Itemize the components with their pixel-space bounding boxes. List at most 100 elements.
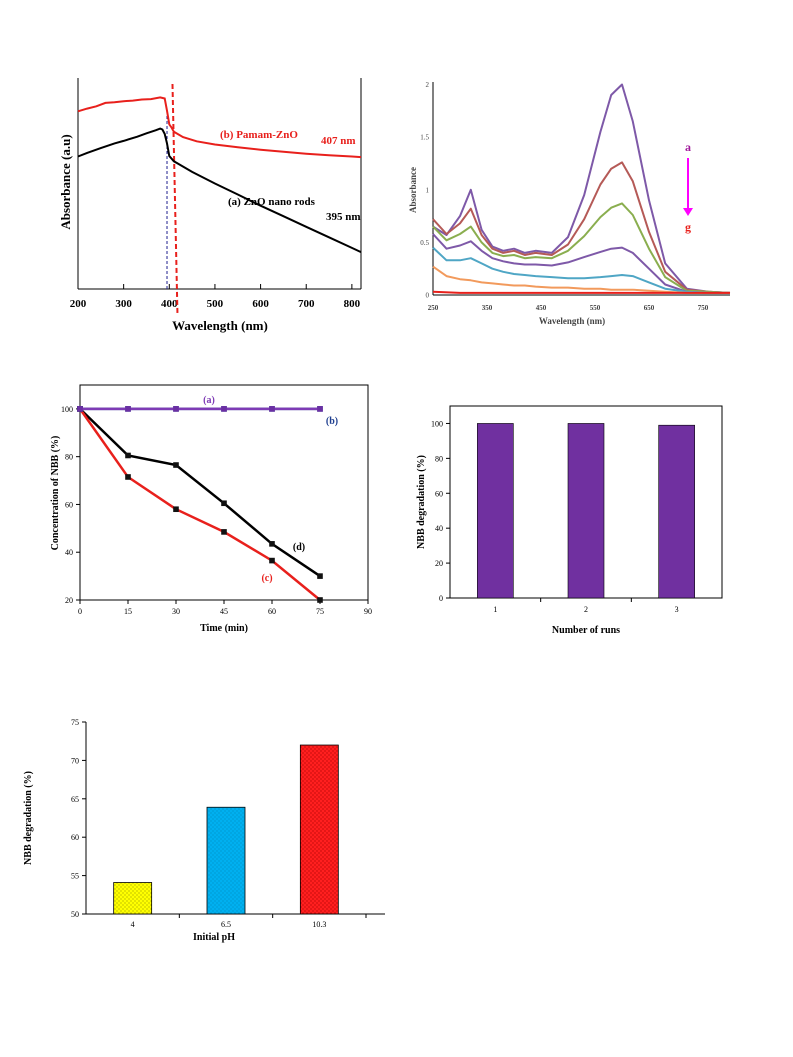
y-tick-label: 40 <box>65 548 73 557</box>
x-tick-label: 700 <box>298 298 315 310</box>
data-point <box>317 597 323 603</box>
x-tick-label: 550 <box>590 304 601 312</box>
series-line-1 <box>77 127 362 254</box>
x-tick-label: 90 <box>364 607 372 616</box>
series-label-d: (d) <box>293 542 305 553</box>
absorbance-svg: 200 300 400 500 600 700 800 (b) Pamam-ZnO 407 … <box>58 78 362 333</box>
data-point <box>317 573 323 579</box>
y-axis-label: Absorbance <box>408 167 418 213</box>
y-tick-label: 20 <box>65 596 73 605</box>
series-label-zno: (a) ZnO nano rods <box>228 196 316 208</box>
x-tick-label: 15 <box>124 607 132 616</box>
bar-ph-10.3 <box>299 744 339 915</box>
data-point <box>269 557 275 564</box>
x-tick-label: 6.5 <box>221 920 231 929</box>
x-tick-label: 350 <box>482 304 493 312</box>
data-point <box>125 406 131 412</box>
x-tick-label: 450 <box>536 304 547 312</box>
x-tick-label: 2 <box>584 605 588 614</box>
x-tick-label: 0 <box>78 607 82 616</box>
x-tick-label: 10.3 <box>312 920 326 929</box>
spectrum-line-1 <box>432 161 731 294</box>
series-line-(c) <box>78 408 321 601</box>
series-label-a: (a) <box>203 395 215 406</box>
annotation-407: 407 nm <box>321 135 356 147</box>
y-axis-label: Concentration of NBB (%) <box>50 436 61 551</box>
spectrum-line-2 <box>432 202 731 294</box>
data-point <box>173 506 179 513</box>
x-tick-label: 200 <box>70 298 87 310</box>
y-tick-label: 80 <box>435 454 443 463</box>
y-tick-label: 100 <box>61 405 73 414</box>
y-tick-label: 0 <box>439 594 443 603</box>
vertical-marker-407 <box>171 83 179 316</box>
data-point <box>221 500 227 507</box>
x-tick-label: 400 <box>161 298 178 310</box>
x-tick-label: 1 <box>493 605 497 614</box>
y-tick-label: 65 <box>71 795 79 804</box>
x-axis-label: Time (min) <box>200 623 248 634</box>
y-tick-label: 20 <box>435 559 443 568</box>
spectrum-line-4 <box>432 246 730 294</box>
x-axis-label: Wavelength (nm) <box>172 318 268 333</box>
x-tick-label: 600 <box>252 298 269 310</box>
bar-run-2 <box>567 423 605 599</box>
x-tick-label: 75 <box>316 607 324 616</box>
x-tick-label: 800 <box>344 298 361 310</box>
y-axis-label: NBB degradation (%) <box>23 771 34 865</box>
series-line-(d) <box>79 408 321 578</box>
spectrum-line-3 <box>432 233 730 294</box>
data-point <box>269 406 275 412</box>
y-tick-label: 55 <box>71 872 79 881</box>
x-tick-label: 750 <box>698 304 709 312</box>
absorbance-series-chart: 250 350 450 550 650 750 0 0.5 1 1.5 2 a g Waveleng… <box>400 70 745 340</box>
x-tick-label: 3 <box>675 605 679 614</box>
concentration-time-chart: 0 15 30 45 60 75 90 20 40 60 80 100 (a) (b) (d) (c)… <box>40 378 385 643</box>
y-tick-label: 100 <box>431 419 443 428</box>
concentration-time-svg: 0 15 30 45 60 75 90 20 40 60 80 100 (a) (b) (d) (c)… <box>50 384 372 634</box>
bar-run-3 <box>658 424 695 599</box>
x-tick-label: 4 <box>131 920 135 929</box>
y-tick-label: 0.5 <box>420 239 429 247</box>
x-axis-label: Number of runs <box>552 625 620 636</box>
data-point <box>77 406 83 412</box>
bar-run-1 <box>477 423 514 599</box>
x-axis-label: Initial pH <box>193 932 235 943</box>
series-label-pamam: (b) Pamam-ZnO <box>220 129 298 141</box>
data-point <box>125 452 131 459</box>
y-tick-label: 80 <box>65 453 73 462</box>
y-tick-label: 2 <box>426 81 430 89</box>
series-label-b: (b) <box>326 416 338 427</box>
x-tick-label: 60 <box>268 607 276 616</box>
y-tick-label: 50 <box>71 910 79 919</box>
data-point <box>269 541 275 547</box>
bar-ph-4 <box>113 882 153 915</box>
y-tick-label: 0 <box>426 292 430 300</box>
x-tick-label: 500 <box>207 298 224 310</box>
x-tick-label: 650 <box>644 304 655 312</box>
series-label-c: (c) <box>261 573 272 584</box>
x-tick-label: 45 <box>220 607 228 616</box>
y-axis-label: NBB degradation (%) <box>416 455 427 549</box>
series-line-0 <box>77 96 362 159</box>
y-tick-label: 1 <box>426 186 430 194</box>
spectrum-line-6 <box>432 290 730 294</box>
y-tick-label: 70 <box>71 756 79 765</box>
x-axis-label: Wavelength (nm) <box>539 316 605 326</box>
arrow-label-g: g <box>685 220 691 234</box>
data-point <box>317 406 323 412</box>
y-tick-label: 75 <box>71 718 79 727</box>
arrow-label-a: a <box>685 140 691 154</box>
data-point <box>173 462 179 468</box>
annotation-395: 395 nm <box>326 211 361 223</box>
x-tick-label: 250 <box>428 304 439 312</box>
arrow-a-to-g <box>683 158 693 216</box>
spectrum-line-0 <box>432 83 731 294</box>
y-tick-label: 60 <box>65 500 73 509</box>
ph-bar-chart: 50 55 60 65 70 75 4 6.5 10.3 Initial pH NBB degr… <box>20 710 390 960</box>
x-tick-label: 300 <box>115 298 132 310</box>
absorbance-chart: 200 300 400 500 600 700 800 (b) Pamam-ZnO 407 … <box>30 60 375 350</box>
bar-ph-6.5 <box>206 806 246 915</box>
y-tick-label: 60 <box>435 489 443 498</box>
y-tick-label: 40 <box>435 524 443 533</box>
